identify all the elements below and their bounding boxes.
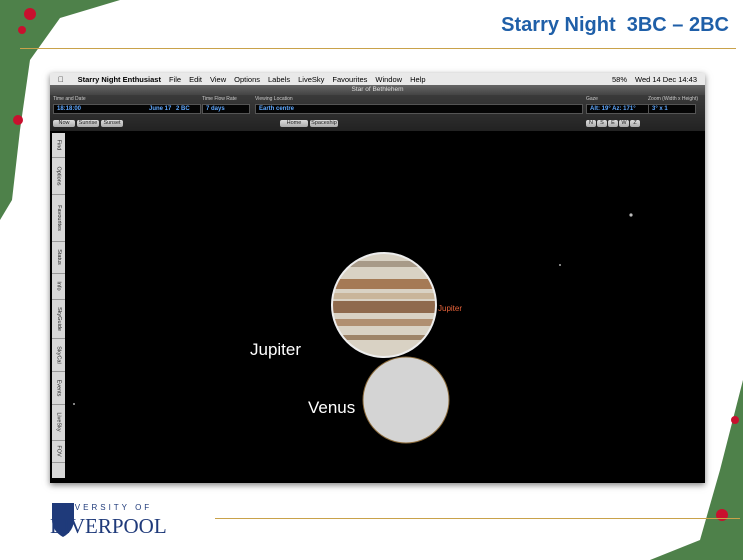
button[interactable]: Now [53, 120, 75, 127]
menu-item[interactable]: Help [410, 75, 425, 84]
zoom-field[interactable]: 3° x 1 [648, 104, 696, 114]
menu-bar: Starry Night EnthusiastFileEditViewOpti… [50, 73, 705, 85]
button[interactable]: Spaceship [310, 120, 338, 127]
button[interactable]: N [586, 120, 596, 127]
menu-item[interactable]: View [210, 75, 226, 84]
toolbar: Time and Date 18:18:00 June 17 2 BC Time F… [50, 95, 705, 131]
button[interactable]: W [619, 120, 629, 127]
venus-disc[interactable] [363, 357, 449, 443]
time-field[interactable]: 18:18:00 June 17 2 BC [53, 104, 201, 114]
date: June 17 [149, 105, 171, 113]
annotation: Jupiter [250, 340, 301, 359]
menu-item[interactable]: File [169, 75, 181, 84]
annotation: Venus [308, 398, 355, 417]
object-label: Jupiter [438, 304, 462, 313]
app-screenshot: Starry Night EnthusiastFileEditViewOpti… [50, 73, 705, 483]
button[interactable]: Z [630, 120, 640, 127]
menu-item[interactable]: Window [375, 75, 402, 84]
menu-item[interactable]: Labels [268, 75, 290, 84]
button[interactable]: Home [280, 120, 308, 127]
menu-item[interactable]: Starry Night Enthusiast [78, 75, 161, 84]
menu-item[interactable]: Options [234, 75, 260, 84]
battery: 58% [612, 75, 627, 84]
university-line1: UNIVERSITY OF [52, 503, 152, 512]
label: Zoom (Width x Height) [648, 96, 698, 102]
time: 18:18:00 [57, 106, 81, 112]
label: Time and Date [53, 96, 86, 102]
location-field[interactable]: Earth centre [255, 104, 583, 114]
label: Time Flow Rate [202, 96, 237, 102]
sky-view: Jupiter Jupiter Venus [50, 131, 705, 483]
title-rule [20, 48, 736, 49]
menu-item[interactable]: Favourites [332, 75, 367, 84]
menu-item[interactable]: Edit [189, 75, 202, 84]
slide-title: Starry Night 3BC – 2BC [501, 14, 729, 37]
status-area: 58% Wed 14 Dec 14:43 [612, 73, 697, 85]
window-title: Star of Bethlehem [50, 85, 705, 95]
menu-item[interactable]: LiveSky [298, 75, 324, 84]
button[interactable]: S [597, 120, 607, 127]
university-line2: LIVERPOOL [50, 514, 167, 539]
rate-field[interactable]: 7 days [202, 104, 250, 114]
year: 2 BC [176, 105, 190, 113]
button[interactable]: E [608, 120, 618, 127]
label: Gaze [586, 96, 598, 102]
slide: {"header": {"title": "Starry Night 3BC –… [0, 0, 743, 560]
gaze-field[interactable]: Alt: 19° Az: 171° [586, 104, 649, 114]
label: Viewing Location [255, 96, 293, 102]
footer-rule [215, 518, 740, 519]
button[interactable]: Sunset [101, 120, 123, 127]
button[interactable]: Sunrise [77, 120, 99, 127]
clock: Wed 14 Dec 14:43 [635, 75, 697, 84]
jupiter-disc[interactable] [330, 251, 440, 361]
